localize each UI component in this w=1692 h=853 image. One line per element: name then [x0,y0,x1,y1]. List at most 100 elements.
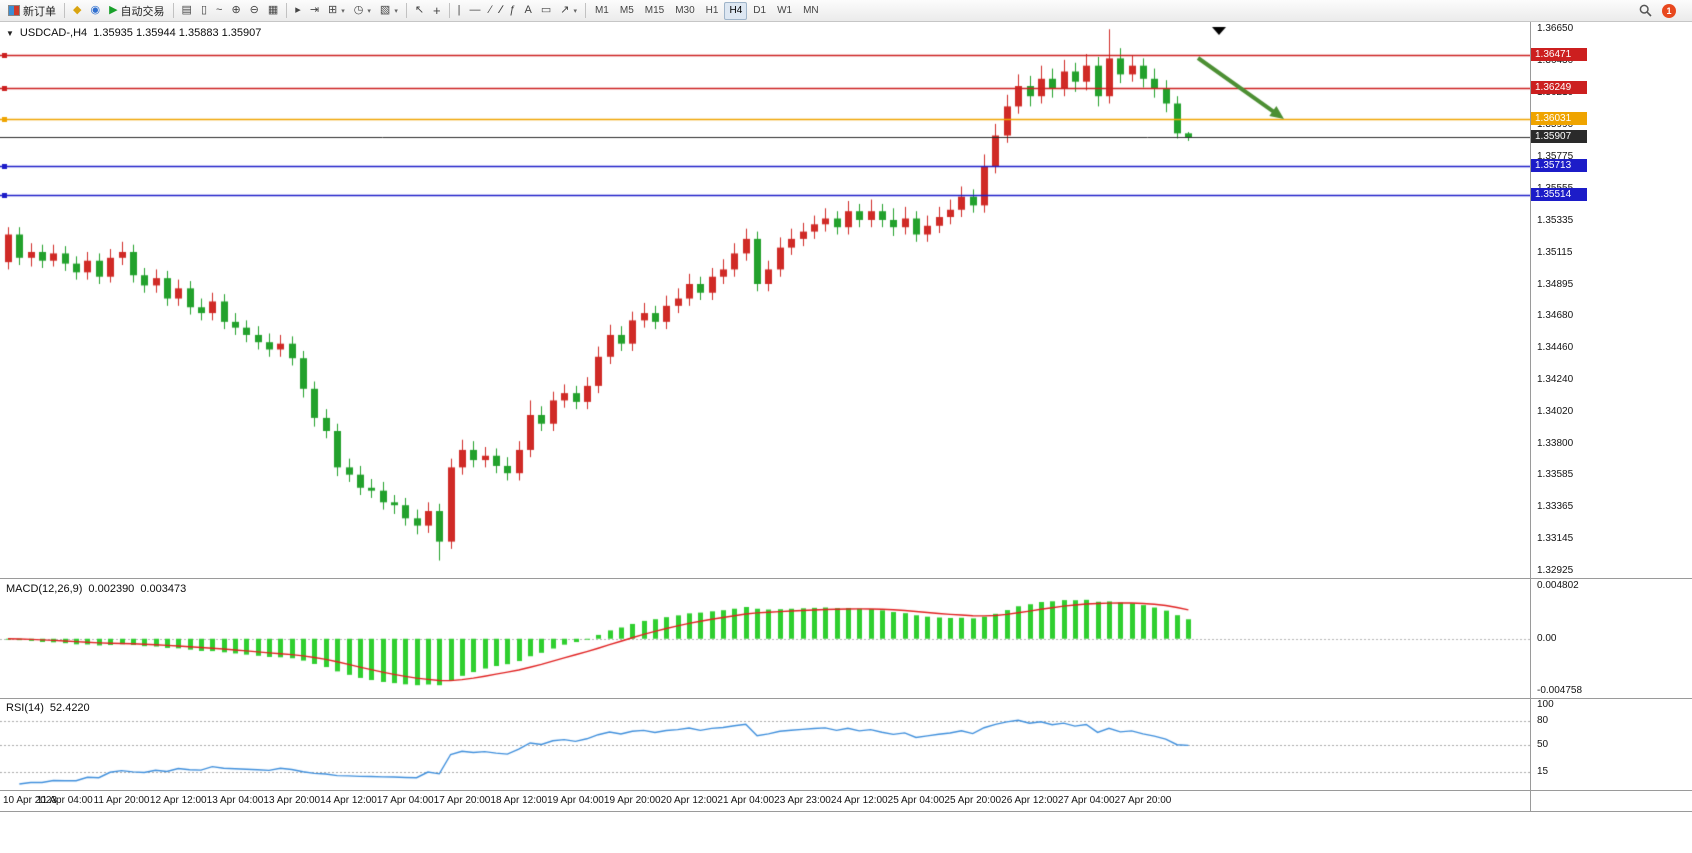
autotrading-button[interactable]: ▶ 自动交易 [105,1,168,21]
time-axis-label: 24 Apr 12:00 [830,795,888,806]
crosshair-button[interactable]: + [429,1,445,21]
vertical-line-icon: | [457,4,461,16]
arrow-tools-icon: ↗ [560,4,570,16]
price-axis-label: 1.35115 [1537,246,1573,258]
tf-button-m5[interactable]: M5 [619,5,634,16]
price-chart-canvas[interactable] [0,22,1530,578]
macd-axis-label: -0.004758 [1537,685,1583,696]
tf-button-m15[interactable]: M15 [644,5,665,16]
collapse-triangle-icon: ▼ [6,28,14,38]
tf-button-m1[interactable]: M1 [594,5,609,16]
chevron-down-icon: ▾ [341,7,345,15]
macd-main-value: 0.002390 [88,583,135,595]
indicators-button[interactable]: ⊞ ▾ [324,1,349,21]
chevron-down-icon: ▾ [573,7,577,15]
price-axis-label: 1.33365 [1537,501,1574,513]
rsi-axis-label: 15 [1537,766,1549,778]
price-axis-label: 1.34020 [1537,406,1574,418]
panel-separator[interactable] [0,578,1692,579]
zoom-out-icon: ⊖ [249,4,259,16]
new-order-icon [8,5,20,16]
channel-button[interactable]: ∕∕ [496,1,504,21]
tf-button-h1[interactable]: H1 [705,5,719,16]
tf-button-d1[interactable]: D1 [753,5,767,16]
line-chart-icon: ~ [216,4,223,16]
symbols-icon: ◆ [73,4,82,16]
horizontal-line-icon: ― [469,4,481,16]
price-axis-label: 1.33800 [1537,438,1574,450]
chevron-down-icon: ▾ [394,7,398,15]
notification-badge[interactable]: 1 [1662,3,1676,18]
toolbar-separator [286,3,288,18]
search-icon[interactable] [1639,4,1652,17]
vertical-line-button[interactable]: | [454,1,465,21]
indicators-icon: ⊞ [328,4,338,16]
price-axis-separator [1530,22,1531,811]
macd-indicator-label: MACD(12,26,9) 0.002390 0.003473 [6,583,186,595]
tile-windows-button[interactable]: ▦ [264,1,282,21]
auto-scroll-button[interactable]: ▸ [291,1,305,21]
periods-button[interactable]: ◷ ▾ [350,1,375,21]
zoom-in-button[interactable]: ⊕ [227,1,244,21]
time-axis-label: 10 Apr 2023 [3,795,57,806]
time-axis-label: 25 Apr 04:00 [887,795,945,806]
chart-ohlc-values: 1.35935 1.35944 1.35883 1.35907 [93,27,262,39]
time-axis-label: 17 Apr 04:00 [376,795,434,806]
templates-button[interactable]: ▧ ▾ [376,1,402,21]
rsi-axis-label: 80 [1537,714,1549,726]
bar-chart-icon: ▤ [181,4,192,16]
macd-chart-canvas[interactable] [0,579,1530,698]
price-axis-label: 1.34895 [1537,278,1574,290]
line-chart-button[interactable]: ~ [212,1,226,21]
new-order-label: 新订单 [23,5,56,18]
bar-chart-button[interactable]: ▤ [178,1,196,21]
rsi-chart-canvas[interactable] [0,699,1530,790]
fibonacci-button[interactable]: ƒ [505,1,519,21]
horizontal-line-button[interactable]: ― [466,1,485,21]
zoom-out-button[interactable]: ⊖ [246,1,263,21]
chart-bottom-border [0,811,1692,812]
macd-axis-label: 0.004802 [1537,580,1579,591]
chart-shift-button[interactable]: ⇥ [306,1,323,21]
tf-button-m30[interactable]: M30 [675,5,695,16]
time-axis-label: 20 Apr 12:00 [660,795,718,806]
text-button[interactable]: A [520,1,535,21]
time-axis-label: 27 Apr 04:00 [1057,795,1115,806]
fibonacci-icon: ƒ [509,4,516,16]
macd-signal-value: 0.003473 [140,583,187,595]
toolbar-separator [64,3,65,18]
text-icon: A [524,4,532,16]
tf-button-mn[interactable]: MN [803,5,819,16]
trendline-button[interactable]: ∕ [486,1,496,21]
time-axis-label: 14 Apr 12:00 [320,795,377,806]
chart-title: ▼ USDCAD-,H4 1.35935 1.35944 1.35883 1.3… [6,27,261,39]
price-line-label-resistance-2: 1.36249 [1531,80,1587,94]
time-axis-label: 26 Apr 12:00 [1001,795,1058,806]
price-line-label-bid-price: 1.35907 [1531,130,1587,144]
cursor-button[interactable]: ↖ [411,1,428,21]
rsi-value: 52.4220 [49,702,90,714]
price-axis-label: 1.32925 [1537,565,1574,577]
new-order-button[interactable]: 新订单 [4,1,60,21]
time-axis-label: 18 Apr 12:00 [490,795,548,806]
symbols-button[interactable]: ◆ [69,1,85,21]
tf-button-w1[interactable]: W1 [777,5,793,16]
price-axis-label: 1.34460 [1537,342,1574,354]
auto-scroll-icon: ▸ [295,4,301,16]
text-label-icon: ▭ [540,4,552,16]
text-label-button[interactable]: ▭ [537,1,555,21]
price-axis-label: 1.35775 [1537,150,1574,162]
toolbar: 新订单 ◆ ◉ ▶ 自动交易 ▤ ▯ ~ ⊕ ⊖ ▦ ▸ ⇥ ⊞ ▾ ◷ ▾ ▧ ▾ … [0,0,1692,22]
panel-separator[interactable] [0,698,1692,699]
arrows-button[interactable]: ↗ ▾ [556,1,581,21]
rsi-axis-label: 100 [1537,699,1554,710]
candlestick-chart-button[interactable]: ▯ [197,1,211,21]
market-watch-button[interactable]: ◉ [86,1,104,21]
time-axis-label: 27 Apr 20:00 [1114,795,1172,806]
rsi-indicator-label: RSI(14) 52.4220 [6,702,90,714]
price-line-label-support-blue-1: 1.35713 [1531,158,1587,172]
tf-button-h4[interactable]: H4 [724,1,748,20]
rsi-name: RSI(14) [6,702,44,714]
price-line-label-support-blue-2: 1.35514 [1531,187,1587,201]
